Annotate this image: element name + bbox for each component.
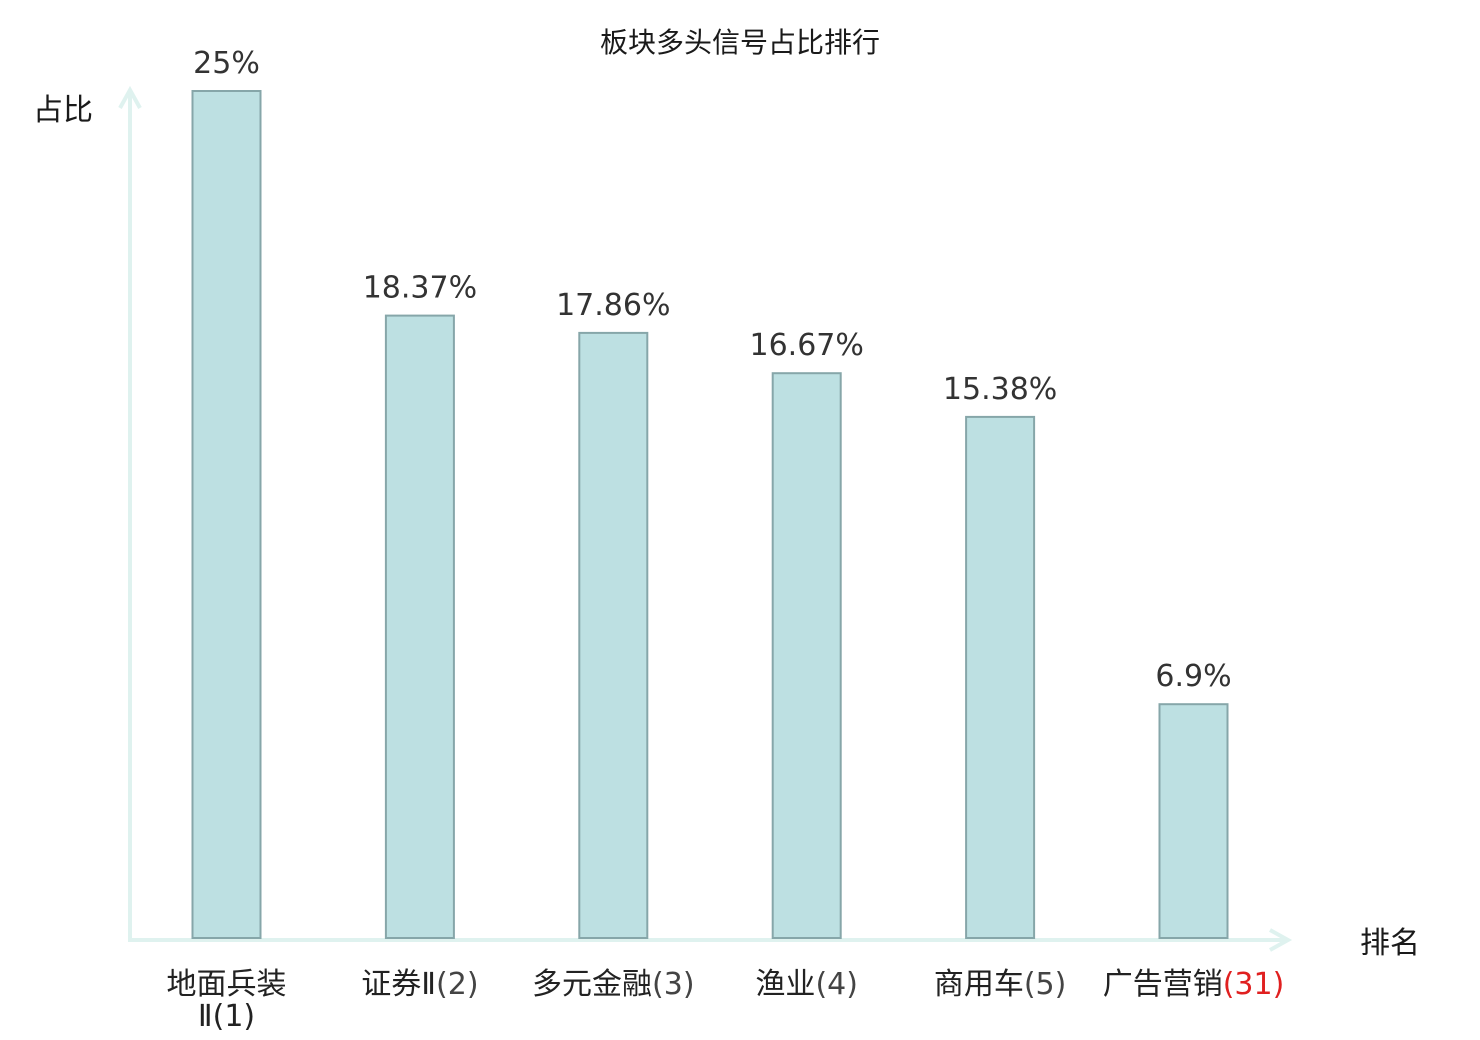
category-name: 证券Ⅱ	[361, 967, 436, 1002]
category-label: 证券Ⅱ(2)	[361, 967, 478, 1002]
category-name: 商用车	[934, 967, 1024, 1002]
category-name: 广告营销	[1103, 967, 1223, 1002]
category-rank: (3)	[652, 967, 695, 1002]
axes	[118, 85, 1293, 952]
bar	[578, 331, 649, 939]
x-axis-title: 排名	[1360, 926, 1420, 961]
bar	[191, 90, 262, 939]
value-labels: 25% 18.37% 17.86% 16.67% 15.38% 6.9%	[193, 46, 1231, 694]
bar-value-label: 17.86%	[556, 288, 670, 323]
bars	[191, 90, 1229, 940]
y-axis-arrow	[118, 85, 142, 109]
bar	[384, 314, 455, 940]
bar	[965, 415, 1036, 939]
bar-value-label: 15.38%	[943, 372, 1057, 407]
category-rank: (2)	[436, 967, 479, 1002]
category-rank: (31)	[1223, 967, 1285, 1002]
category-label: 商用车(5)	[934, 967, 1067, 1002]
category-label: 广告营销(31)	[1103, 967, 1285, 1002]
category-rank: (4)	[815, 967, 858, 1002]
category-label: 多元金融(3)	[532, 967, 695, 1002]
bar-value-label: 18.37%	[363, 271, 477, 306]
bar-value-label: 25%	[193, 46, 260, 81]
bar	[771, 372, 842, 939]
category-rank: (5)	[1024, 967, 1067, 1002]
bar	[1158, 703, 1229, 940]
category-label: 地面兵装	[167, 967, 287, 1002]
category-name: 渔业	[755, 967, 815, 1002]
bar-value-label: 6.9%	[1155, 659, 1231, 694]
category-rank-label: Ⅱ(1)	[198, 999, 255, 1034]
category-name: 多元金融	[532, 967, 652, 1002]
y-axis-title: 占比	[33, 93, 93, 128]
chart-title: 板块多头信号占比排行	[600, 26, 880, 59]
x-axis-arrow	[1269, 928, 1293, 952]
category-label: 渔业(4)	[755, 967, 858, 1002]
bar-value-label: 16.67%	[750, 328, 864, 363]
